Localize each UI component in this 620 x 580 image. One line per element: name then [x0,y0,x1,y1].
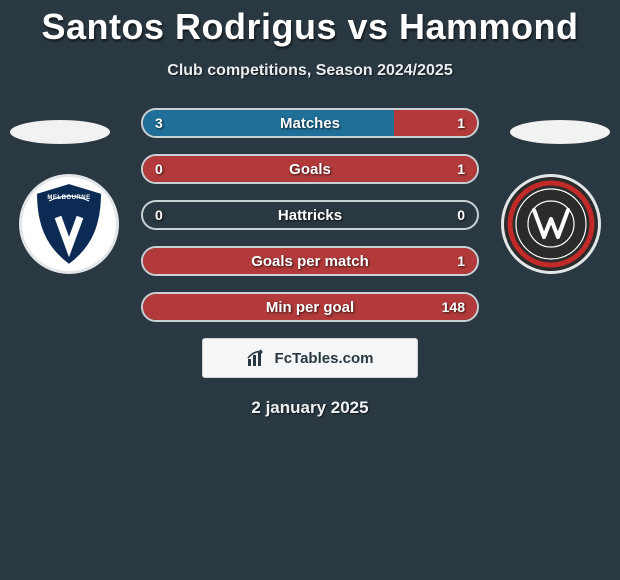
player-photo-right [510,120,610,144]
comparison-content: MELBOURNE 3 Matches 1 0 Goals 1 [0,108,620,418]
club-left-text: MELBOURNE [47,195,90,201]
date-text: 2 january 2025 [0,398,620,418]
stat-value-right: 1 [457,248,465,274]
club-badge-left: MELBOURNE [19,174,119,274]
stat-label: Goals per match [143,248,477,274]
stat-label: Hattricks [143,202,477,228]
stat-value-right: 148 [442,294,465,320]
stat-value-right: 1 [457,156,465,182]
stat-row: 0 Goals 1 [141,154,479,184]
stat-label: Goals [143,156,477,182]
stat-bars: 3 Matches 1 0 Goals 1 0 Hattricks 0 Goal… [141,108,479,322]
stat-row: Goals per match 1 [141,246,479,276]
stat-label: Matches [143,110,477,136]
player-photo-left [10,120,110,144]
brand-text: FcTables.com [275,350,374,367]
club-badge-right [501,174,601,274]
stat-value-right: 1 [457,110,465,136]
shield-icon: MELBOURNE [22,177,116,271]
stat-value-right: 0 [457,202,465,228]
page-title: Santos Rodrigus vs Hammond [0,0,620,48]
ring-icon [504,177,598,271]
stat-label: Min per goal [143,294,477,320]
bars-icon [247,349,269,367]
subtitle: Club competitions, Season 2024/2025 [0,62,620,80]
stat-row: 0 Hattricks 0 [141,200,479,230]
stat-row: 3 Matches 1 [141,108,479,138]
brand-box: FcTables.com [202,338,418,378]
stat-row: Min per goal 148 [141,292,479,322]
